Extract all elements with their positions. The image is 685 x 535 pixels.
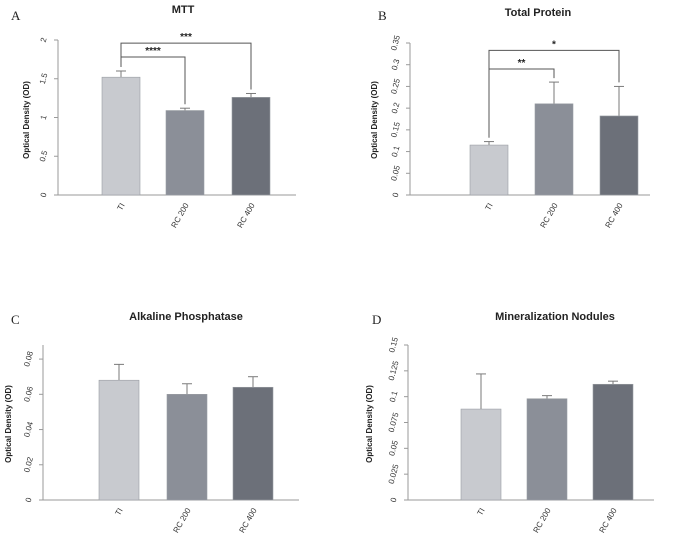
panel-d-y-tick-label: 0.075: [387, 411, 401, 433]
panel-c-category-label: TI: [113, 507, 124, 518]
panel-d-y-axis-label: Optical Density (OD): [365, 385, 374, 463]
panel-d-category-label: RC 400: [597, 506, 619, 534]
panel-d-title: Mineralization Nodules: [495, 311, 615, 323]
panel-d-bar-rc-400: [592, 383, 634, 501]
panel-b-y-tick-label: 0.05: [389, 164, 402, 182]
panel-a-y-tick-label: 1.5: [38, 72, 50, 86]
panel-b-bar-rc-200: [534, 103, 574, 196]
panel-c-bar-ti: [98, 379, 140, 501]
panel-b-y-tick-label: 0.2: [390, 101, 402, 115]
panel-c-category-label: RC 400: [237, 506, 259, 534]
panel-d-category-label: RC 200: [531, 506, 553, 534]
panel-c-y-tick-label: 0: [24, 496, 34, 503]
panel-d-y-tick-label: 0.05: [387, 439, 400, 457]
panel-a-y-tick-label: 2: [39, 36, 49, 43]
panel-d-y-tick-label: 0.15: [387, 336, 400, 354]
panel-c-category-label: RC 200: [171, 506, 193, 534]
panel-b-y-tick-label: 0: [391, 191, 401, 198]
panel-c-y-axis-label: Optical Density (OD): [4, 385, 13, 463]
panel-b-significance-bracket: [488, 49, 620, 138]
panel-a-title: MTT: [172, 4, 195, 16]
panel-a-y-tick-label: 0: [39, 191, 49, 198]
panel-c-letter: C: [11, 312, 20, 327]
panel-c: C Alkaline Phosphatase Optical Density (…: [4, 311, 299, 534]
panel-d-letter: D: [372, 312, 381, 327]
panel-b-category-label: TI: [483, 202, 494, 213]
panel-a-letter: A: [11, 8, 21, 23]
panel-b-bar-rc-400: [599, 115, 639, 196]
panel-b-y-axis-label: Optical Density (OD): [370, 81, 379, 159]
panel-d-category-label: TI: [475, 507, 486, 518]
panel-a: A MTT Optical Density (OD) 0 0.5 1 1.5 2 TI RC…: [11, 4, 296, 229]
panel-b-category-label: RC 400: [603, 201, 625, 229]
panel-b-y-tick-label: 0.25: [389, 77, 402, 95]
panel-b-title: Total Protein: [505, 7, 572, 19]
panel-a-bar-rc-400: [231, 97, 271, 196]
panel-a-significance-bracket: [120, 42, 252, 90]
panel-c-plot: 0 0.02 0.04 0.06 0.08 TI RC 200 RC 400: [22, 345, 299, 534]
panel-c-bar-rc-200: [166, 394, 208, 501]
panel-b-y-tick-label: 0.35: [389, 34, 402, 52]
panel-a-y-tick-label: 0.5: [38, 149, 50, 163]
panel-b-significance-label: *: [552, 39, 556, 50]
panel-c-title: Alkaline Phosphatase: [129, 311, 243, 323]
panel-d: D Mineralization Nodules Optical Density…: [365, 311, 654, 534]
panel-b-y-tick-label: 0.3: [390, 58, 402, 72]
panel-a-significance-label: ****: [145, 46, 161, 57]
panel-d-y-tick-label: 0.1: [388, 389, 400, 403]
panel-a-y-tick-label: 1: [39, 114, 49, 121]
panel-a-category-label: TI: [115, 202, 126, 213]
panel-b-y-tick-label: 0.1: [390, 144, 402, 158]
panel-d-bar-ti: [460, 408, 502, 501]
panel-c-y-tick-label: 0.04: [22, 420, 35, 438]
panel-d-plot: 0 0.025 0.05 0.075 0.1 0.125 0.15 TI RC 200 RC 40…: [387, 336, 654, 534]
panel-a-significance-label: ***: [180, 32, 192, 43]
panel-a-y-axis-label: Optical Density (OD): [22, 81, 31, 159]
panel-d-bar-rc-200: [526, 398, 568, 501]
panel-b-category-label: RC 200: [538, 201, 560, 229]
panel-d-y-tick-label: 0.025: [387, 463, 401, 485]
panel-b: B Total Protein Optical Density (OD) 0 0.…: [370, 7, 650, 229]
panel-b-bar-ti: [469, 144, 509, 196]
panel-b-y-tick-label: 0.15: [389, 121, 402, 139]
panel-c-bar-rc-400: [232, 386, 274, 501]
panel-d-y-tick-label: 0: [389, 496, 399, 503]
panel-b-significance-label: **: [518, 58, 526, 69]
panel-c-y-tick-label: 0.02: [22, 455, 35, 473]
panel-c-y-tick-label: 0.06: [22, 385, 35, 403]
panel-a-bar-ti: [101, 76, 141, 196]
panel-a-bar-rc-200: [165, 110, 205, 196]
panel-a-category-label: RC 400: [235, 201, 257, 229]
panel-b-letter: B: [378, 8, 387, 23]
panel-a-category-label: RC 200: [169, 201, 191, 229]
panel-d-y-tick-label: 0.125: [387, 359, 401, 381]
panel-b-plot: 0 0.05 0.1 0.15 0.2 0.25 0.3 0.35 TI RC 200 RC 400…: [389, 34, 650, 229]
panel-c-y-tick-label: 0.08: [22, 350, 35, 368]
